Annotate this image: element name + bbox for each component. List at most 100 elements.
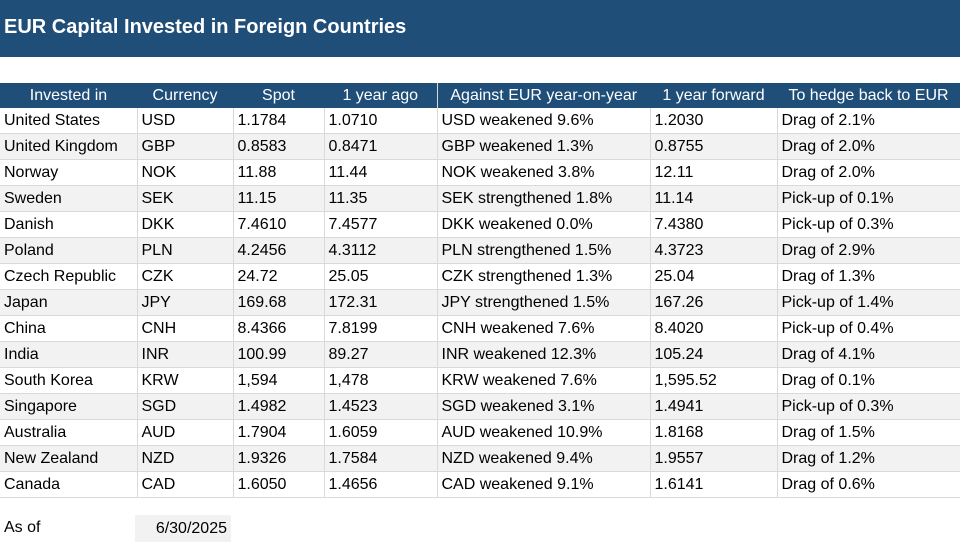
table-cell: 167.26 xyxy=(650,289,778,316)
table-cell: 1.4941 xyxy=(650,393,778,420)
column-header: 1 year forward xyxy=(650,83,777,108)
table-row: Czech Republic CZK 24.72 25.05 CZK strengthe… xyxy=(0,263,960,290)
table-cell: Czech Republic xyxy=(0,263,138,290)
table-cell: Singapore xyxy=(0,393,138,420)
table-cell: Drag of 0.6% xyxy=(777,471,960,498)
table-cell: 24.72 xyxy=(233,263,325,290)
table-cell: 4.3723 xyxy=(650,237,778,264)
table-cell: NZD xyxy=(137,445,234,472)
table-cell: 1.4523 xyxy=(324,393,438,420)
table-cell: 4.3112 xyxy=(324,237,438,264)
table-cell: GBP weakened 1.3% xyxy=(437,133,651,160)
table-row: Canada CAD 1.6050 1.4656 CAD weakened 9.1% 1.… xyxy=(0,471,960,498)
table-cell: NOK weakened 3.8% xyxy=(437,159,651,186)
table-cell: SEK strengthened 1.8% xyxy=(437,185,651,212)
table-cell: 11.35 xyxy=(324,185,438,212)
table-cell: 1,478 xyxy=(324,367,438,394)
table-cell: GBP xyxy=(137,133,234,160)
table-cell: Drag of 1.2% xyxy=(777,445,960,472)
table-row: Australia AUD 1.7904 1.6059 AUD weakened 10.… xyxy=(0,419,960,446)
table-cell: AUD xyxy=(137,419,234,446)
table-cell: 7.4577 xyxy=(324,211,438,238)
table-cell: PLN xyxy=(137,237,234,264)
table-cell: 1.2030 xyxy=(650,108,778,134)
table-cell: 25.05 xyxy=(324,263,438,290)
table-cell: 1.0710 xyxy=(324,108,438,134)
table-cell: CNH weakened 7.6% xyxy=(437,315,651,342)
table-cell: 4.2456 xyxy=(233,237,325,264)
as-of-date: 6/30/2025 xyxy=(135,515,231,542)
table-cell: 1.6050 xyxy=(233,471,325,498)
table-cell: Pick-up of 1.4% xyxy=(777,289,960,316)
table-cell: 0.8583 xyxy=(233,133,325,160)
title-banner: EUR Capital Invested in Foreign Countrie… xyxy=(0,0,960,57)
table-cell: INR weakened 12.3% xyxy=(437,341,651,368)
table-row: New Zealand NZD 1.9326 1.7584 NZD weakened 9… xyxy=(0,445,960,472)
table-cell: 1.7904 xyxy=(233,419,325,446)
table-cell: 7.4610 xyxy=(233,211,325,238)
table-cell: CZK xyxy=(137,263,234,290)
table-cell: United States xyxy=(0,108,138,134)
table-cell: NOK xyxy=(137,159,234,186)
table-cell: 1.6141 xyxy=(650,471,778,498)
table-cell: CAD weakened 9.1% xyxy=(437,471,651,498)
table-cell: 7.8199 xyxy=(324,315,438,342)
table-row: Sweden SEK 11.15 11.35 SEK strengthened 1.8%… xyxy=(0,185,960,212)
table-cell: Australia xyxy=(0,419,138,446)
table-cell: Pick-up of 0.1% xyxy=(777,185,960,212)
table-cell: Poland xyxy=(0,237,138,264)
table-cell: Sweden xyxy=(0,185,138,212)
table-cell: NZD weakened 9.4% xyxy=(437,445,651,472)
table-cell: CNH xyxy=(137,315,234,342)
table-cell: Drag of 2.0% xyxy=(777,133,960,160)
table-row: Singapore SGD 1.4982 1.4523 SGD weakened 3.1… xyxy=(0,393,960,420)
table-cell: 7.4380 xyxy=(650,211,778,238)
table-cell: 1.9557 xyxy=(650,445,778,472)
table-cell: 8.4020 xyxy=(650,315,778,342)
table-cell: USD xyxy=(137,108,234,134)
table-cell: New Zealand xyxy=(0,445,138,472)
table-cell: Pick-up of 0.3% xyxy=(777,393,960,420)
table-cell: 1.7584 xyxy=(324,445,438,472)
table-cell: SEK xyxy=(137,185,234,212)
table-row: Japan JPY 169.68 172.31 JPY strengthened 1.5… xyxy=(0,289,960,316)
column-header: To hedge back to EUR xyxy=(777,83,960,108)
table-row: Danish DKK 7.4610 7.4577 DKK weakened 0.0% 7.… xyxy=(0,211,960,238)
table-cell: 1.6059 xyxy=(324,419,438,446)
table-cell: 12.11 xyxy=(650,159,778,186)
table-cell: JPY xyxy=(137,289,234,316)
table-cell: Drag of 2.1% xyxy=(777,108,960,134)
table-cell: 1.4656 xyxy=(324,471,438,498)
as-of-label: As of xyxy=(4,519,41,536)
table-cell: 1,595.52 xyxy=(650,367,778,394)
table-cell: 11.44 xyxy=(324,159,438,186)
column-header: Spot xyxy=(233,83,324,108)
column-header: Currency xyxy=(137,83,233,108)
table-row: United States USD 1.1784 1.0710 USD weakened… xyxy=(0,108,960,134)
table-cell: 0.8755 xyxy=(650,133,778,160)
table-cell: 1.8168 xyxy=(650,419,778,446)
table-cell: 169.68 xyxy=(233,289,325,316)
table-cell: Drag of 4.1% xyxy=(777,341,960,368)
column-header: 1 year ago xyxy=(324,83,438,108)
table-cell: 1.1784 xyxy=(233,108,325,134)
table-cell: 0.8471 xyxy=(324,133,438,160)
table-cell: INR xyxy=(137,341,234,368)
table-cell: Drag of 2.9% xyxy=(777,237,960,264)
table-cell: USD weakened 9.6% xyxy=(437,108,651,134)
table-cell: PLN strengthened 1.5% xyxy=(437,237,651,264)
table-cell: 1.4982 xyxy=(233,393,325,420)
table-cell: 100.99 xyxy=(233,341,325,368)
table-cell: SGD weakened 3.1% xyxy=(437,393,651,420)
table-cell: DKK weakened 0.0% xyxy=(437,211,651,238)
table-row: India INR 100.99 89.27 INR weakened 12.3% 105… xyxy=(0,341,960,368)
column-header: Invested in xyxy=(0,83,137,108)
table-cell: 25.04 xyxy=(650,263,778,290)
table-cell: CAD xyxy=(137,471,234,498)
table-cell: Drag of 1.3% xyxy=(777,263,960,290)
table-cell: JPY strengthened 1.5% xyxy=(437,289,651,316)
table-cell: South Korea xyxy=(0,367,138,394)
table-cell: China xyxy=(0,315,138,342)
table-cell: Danish xyxy=(0,211,138,238)
table-cell: 105.24 xyxy=(650,341,778,368)
